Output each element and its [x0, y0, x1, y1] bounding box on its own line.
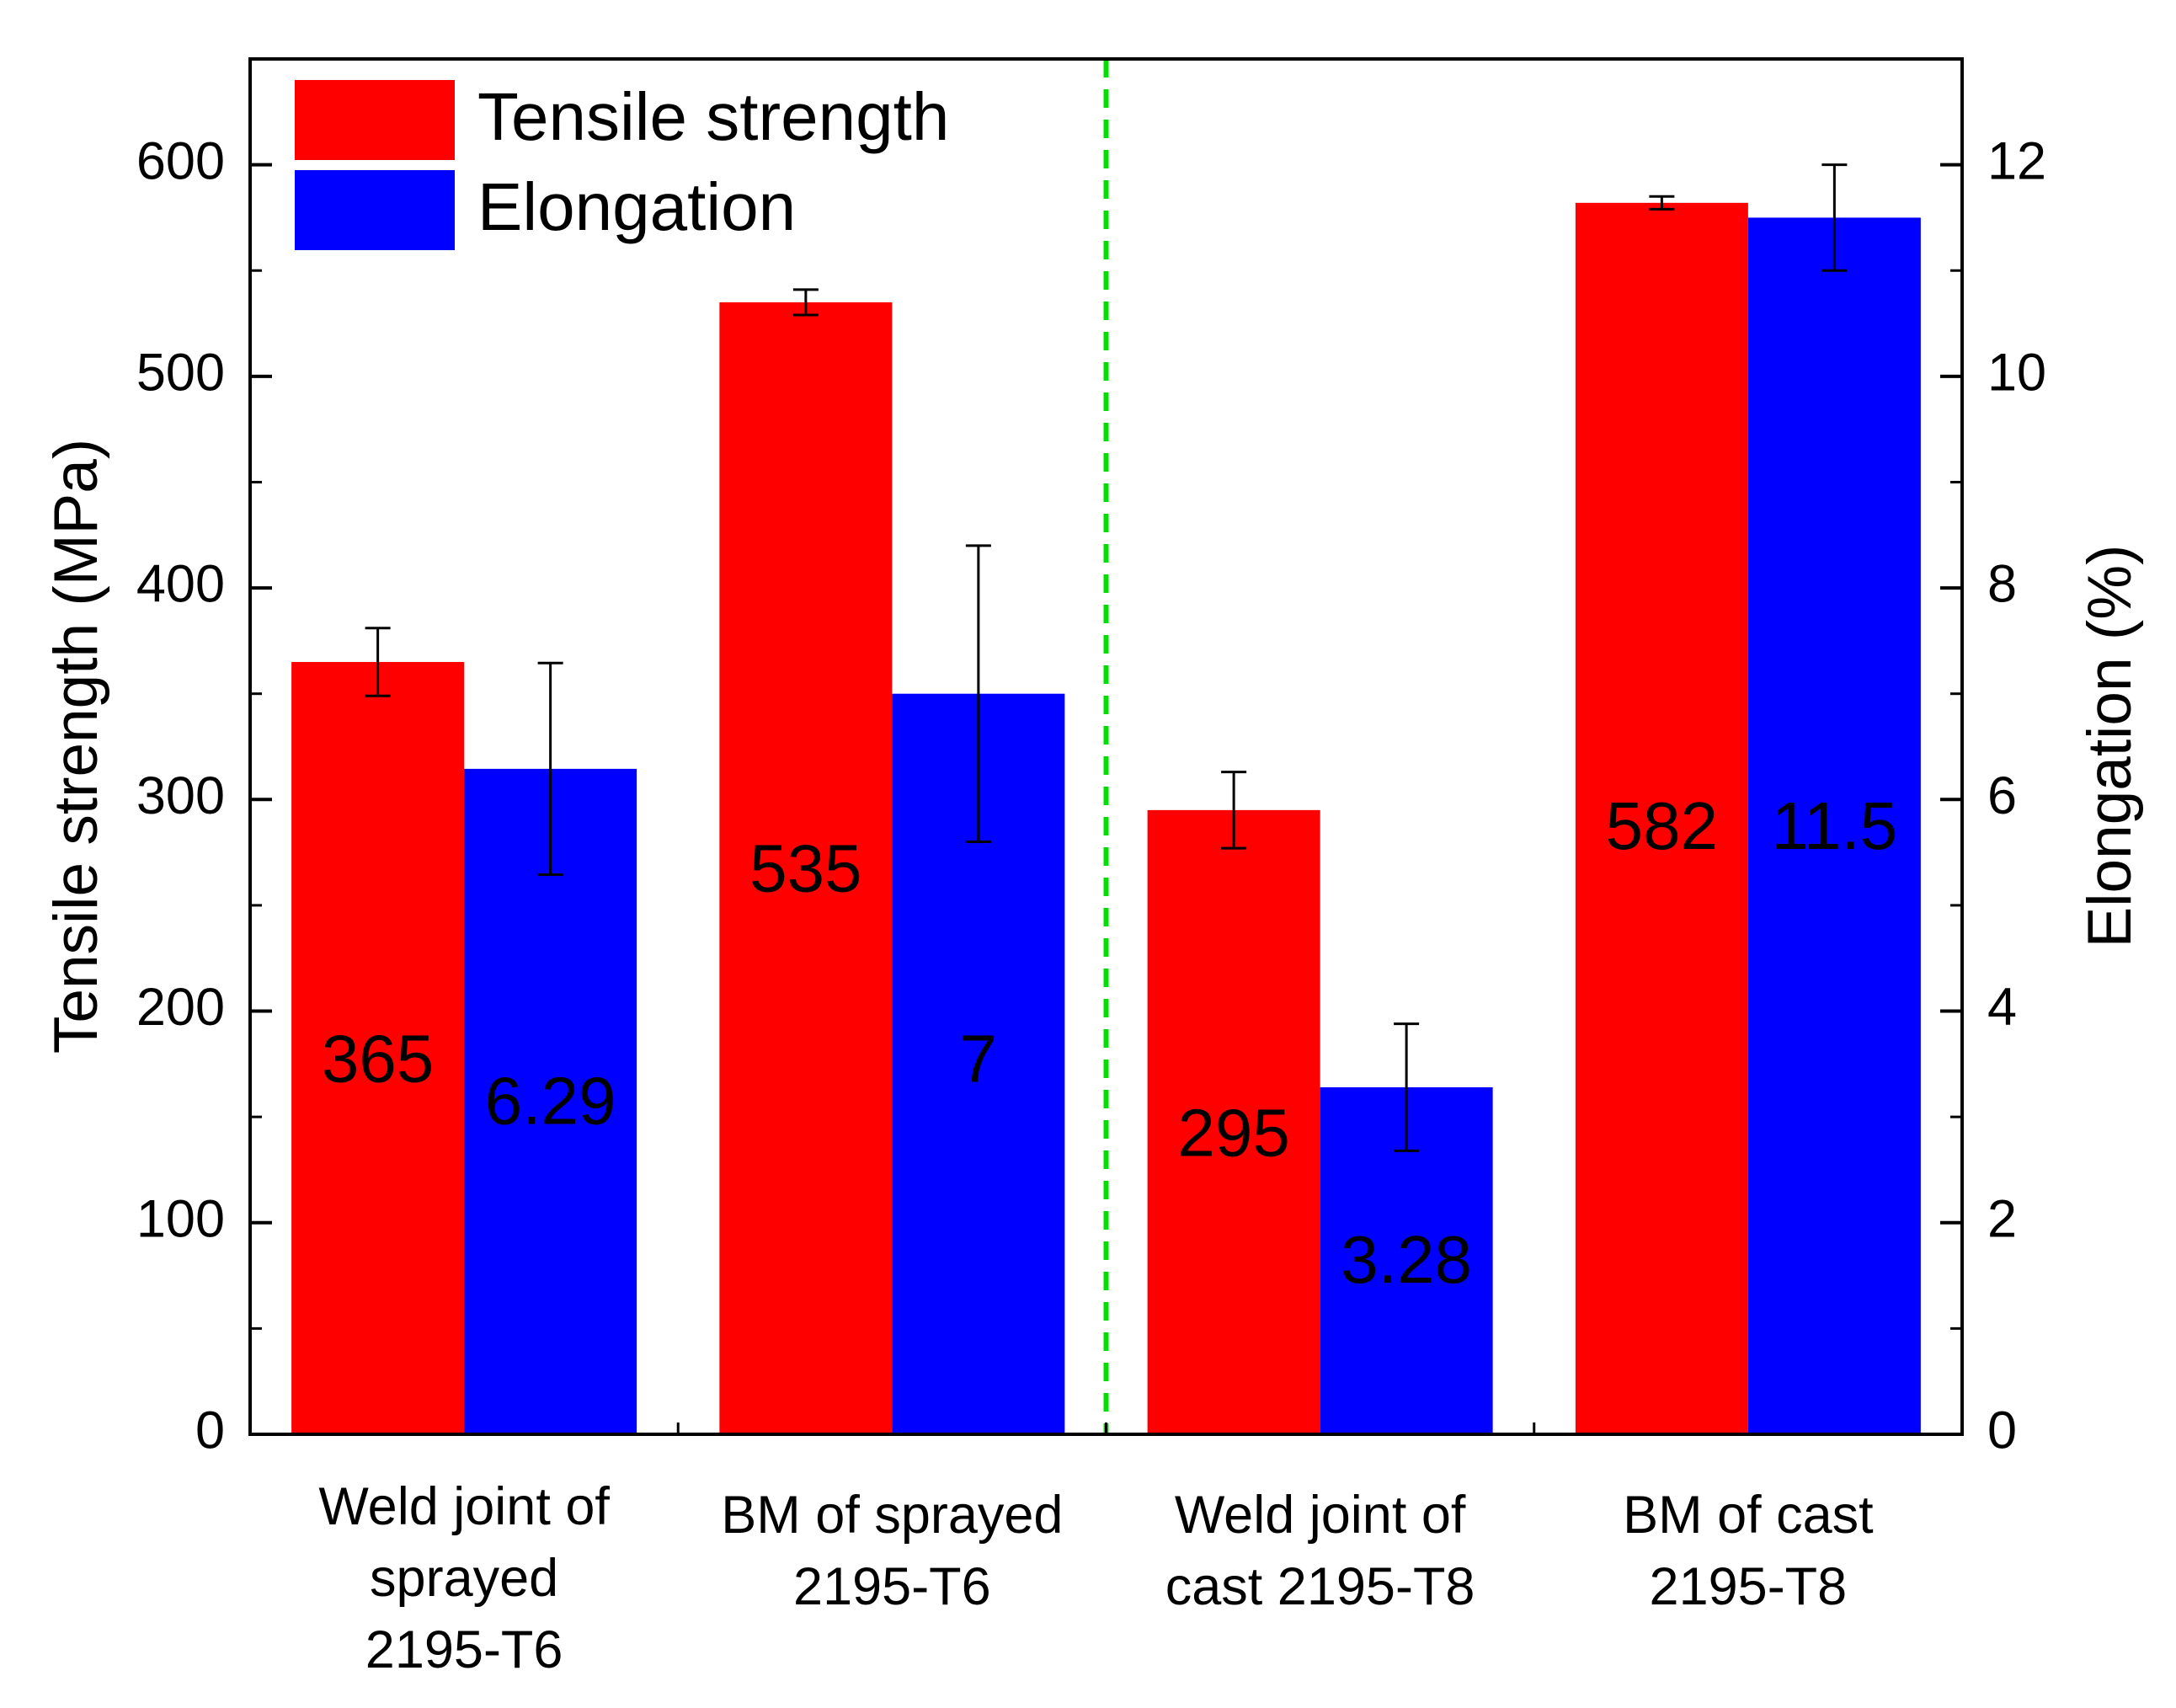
data-label-tensile-1: 535	[749, 830, 861, 905]
y2-tick-label-12: 12	[1987, 131, 2046, 190]
x-category-label-0-2: 2195-T6	[365, 1620, 563, 1679]
x-category-label-3-0: BM of cast	[1623, 1486, 1874, 1545]
y2-tick-label-10: 10	[1987, 343, 2046, 402]
y-tick-label-200: 200	[136, 978, 225, 1037]
y-tick-label-0: 0	[195, 1401, 225, 1460]
y-axis-title: Tensile strength (MPa)	[42, 439, 110, 1054]
data-label-elongation-3: 11.5	[1771, 788, 1897, 863]
y2-tick-label-0: 0	[1987, 1401, 2017, 1460]
x-category-label-1-1: 2195-T6	[793, 1557, 991, 1616]
x-category-label-2-0: Weld joint of	[1175, 1486, 1466, 1545]
data-label-elongation-0: 6.29	[485, 1064, 616, 1139]
x-category-label-3-1: 2195-T8	[1650, 1557, 1848, 1616]
x-category-label-0-1: sprayed	[370, 1549, 558, 1608]
data-label-tensile-0: 365	[322, 1021, 434, 1096]
data-label-tensile-2: 295	[1177, 1095, 1289, 1170]
data-label-elongation-2: 3.28	[1341, 1222, 1472, 1297]
y2-axis-title: Elongation (%)	[2076, 545, 2144, 948]
plot-area: 3655352955826.2973.2811.5010020030040050…	[42, 57, 2144, 1679]
y-tick-label-600: 600	[136, 131, 225, 190]
bar-elongation-3	[1747, 217, 1921, 1434]
y2-tick-label-2: 2	[1987, 1189, 2017, 1248]
x-category-label-2-1: cast 2195-T8	[1165, 1557, 1475, 1616]
y-tick-label-300: 300	[136, 766, 225, 825]
legend-swatch-1	[295, 170, 455, 250]
y-tick-label-100: 100	[136, 1189, 225, 1248]
data-label-tensile-3: 582	[1606, 788, 1718, 863]
legend-swatch-0	[295, 80, 455, 160]
bar-tensile-1	[719, 302, 893, 1434]
y2-tick-label-6: 6	[1987, 766, 2017, 825]
y2-tick-label-4: 4	[1987, 978, 2017, 1037]
legend-label-1: Elongation	[477, 169, 796, 244]
x-category-label-0-0: Weld joint of	[318, 1477, 610, 1536]
y2-tick-label-8: 8	[1987, 555, 2017, 614]
y-tick-label-400: 400	[136, 555, 225, 614]
legend-label-0: Tensile strength	[477, 79, 949, 154]
bar-tensile-0	[291, 662, 465, 1434]
bar-tensile-2	[1147, 809, 1320, 1434]
x-category-label-1-0: BM of sprayed	[721, 1486, 1063, 1545]
bar-elongation-0	[464, 768, 637, 1434]
y-tick-label-500: 500	[136, 343, 225, 402]
data-label-elongation-1: 7	[960, 1021, 998, 1096]
bar-tensile-3	[1575, 202, 1748, 1435]
